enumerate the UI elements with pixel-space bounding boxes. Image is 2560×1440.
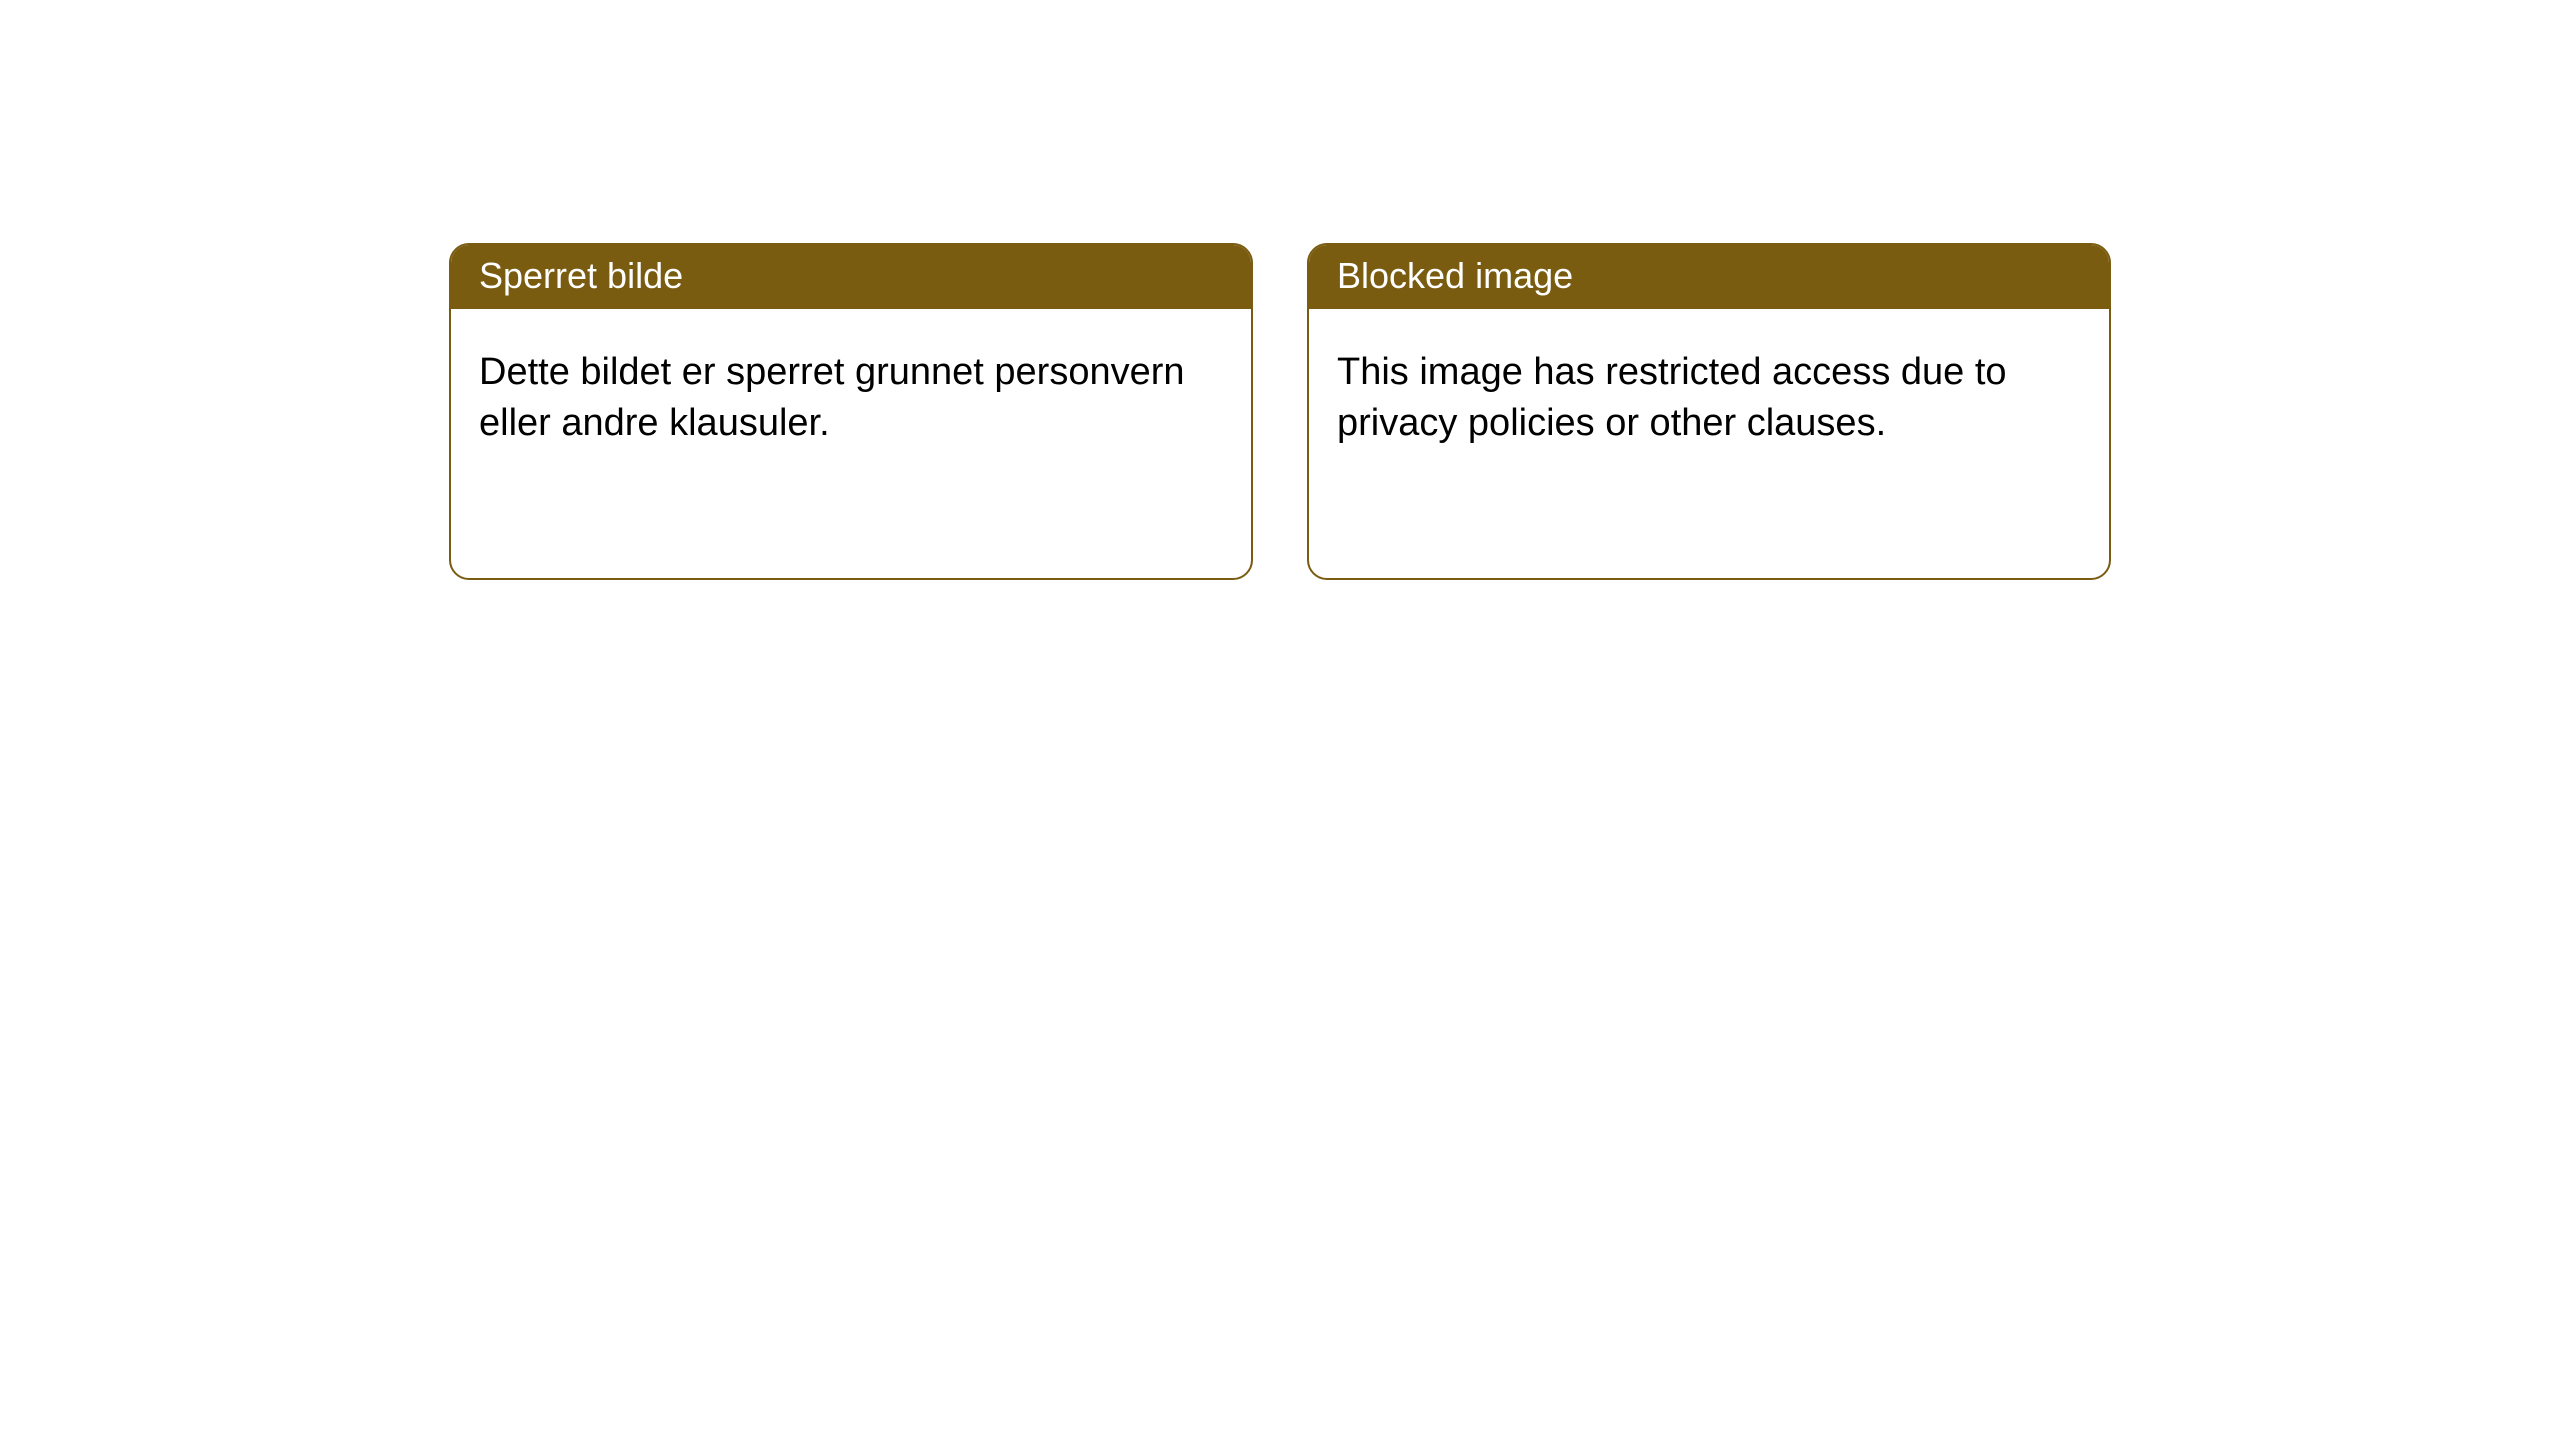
notice-header: Sperret bilde <box>451 245 1251 309</box>
notice-body: This image has restricted access due to … <box>1309 309 2109 478</box>
notice-body: Dette bildet er sperret grunnet personve… <box>451 309 1251 478</box>
notice-container: Sperret bilde Dette bildet er sperret gr… <box>449 243 2111 580</box>
notice-card-norwegian: Sperret bilde Dette bildet er sperret gr… <box>449 243 1253 580</box>
notice-card-english: Blocked image This image has restricted … <box>1307 243 2111 580</box>
notice-header: Blocked image <box>1309 245 2109 309</box>
